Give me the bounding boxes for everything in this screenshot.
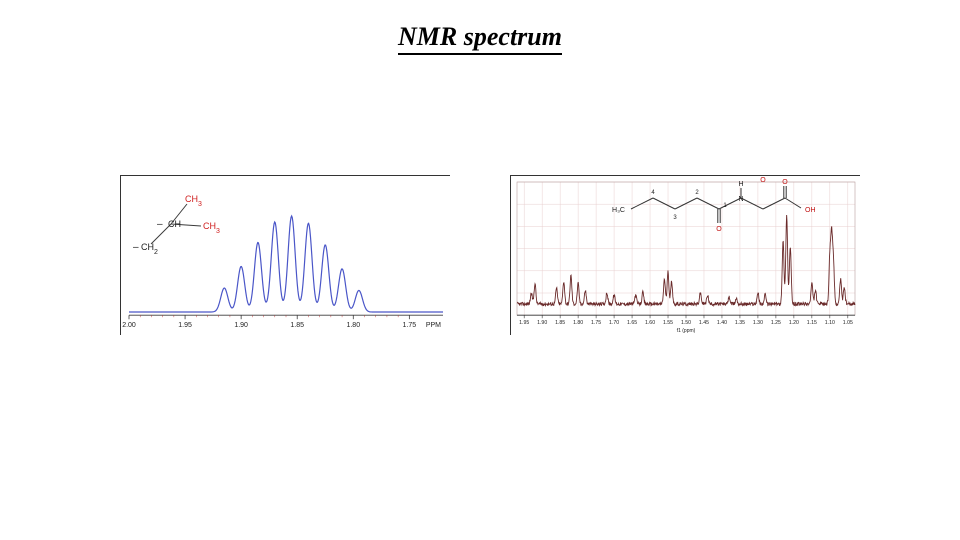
right-xtick-label: 1.30: [753, 320, 763, 326]
right-xtick-label: 1.90: [537, 320, 547, 326]
mol-OH: OH: [805, 207, 816, 214]
left-xtick-label: 1.75: [403, 322, 417, 329]
left-xtick-label: 1.80: [346, 322, 360, 329]
right-xtick-label: 1.45: [699, 320, 709, 326]
right-xtick-label: 1.55: [663, 320, 673, 326]
right-xtick-label: 1.40: [717, 320, 727, 326]
svg-text:–: –: [133, 242, 139, 253]
left-xtick-label: 1.95: [178, 322, 192, 329]
left-xtick-label: 1.85: [290, 322, 304, 329]
left-xtick-label: 1.90: [234, 322, 248, 329]
right-xtick-label: 1.20: [789, 320, 799, 326]
right-xtick-label: 1.50: [681, 320, 691, 326]
right-xtick-label: 1.75: [591, 320, 601, 326]
right-xtick-label: 1.05: [843, 320, 853, 326]
right-xtick-label: 1.35: [735, 320, 745, 326]
left-spectrum-panel: 2.001.951.901.851.801.75PPM–CHCH3CH3–CH2: [120, 175, 450, 335]
right-xtick-label: 1.10: [825, 320, 835, 326]
left-xtick-label: 2.00: [122, 322, 136, 329]
right-xtick-label: 1.25: [771, 320, 781, 326]
right-spectrum-panel: 1.95 1.90 1.85 1.80 1.75 1.70 1.65 1.60 1.55 1.50…: [510, 175, 860, 335]
mol-ch: CH: [168, 219, 181, 229]
mol-O-top1: O: [760, 177, 766, 184]
page-title: NMR spectrum: [0, 22, 960, 55]
left-spectrum-svg: 2.001.951.901.851.801.75PPM–CHCH3CH3–CH2: [121, 176, 451, 336]
right-xtick-label: 1.85: [555, 320, 565, 326]
right-xtick-label: 1.15: [807, 320, 817, 326]
title-text: NMR spectrum: [398, 22, 562, 55]
right-xtick-label: 1.80: [573, 320, 583, 326]
mol-O-bottom: O: [716, 226, 722, 233]
right-x-axis-label: f1 (ppm): [677, 328, 696, 334]
right-xtick-label: 1.65: [627, 320, 637, 326]
left-x-axis-unit: PPM: [426, 322, 441, 329]
svg-text:–: –: [157, 219, 163, 230]
mol-N: N: [738, 196, 743, 203]
right-xtick-label: 1.60: [645, 320, 655, 326]
right-spectrum-svg: 1.95 1.90 1.85 1.80 1.75 1.70 1.65 1.60 1.55 1.50…: [511, 176, 861, 336]
mol-h3c: H₃C: [612, 207, 625, 214]
right-xtick-label: 1.95: [519, 320, 529, 326]
mol-O-top2: O: [782, 179, 788, 186]
right-xtick-label: 1.70: [609, 320, 619, 326]
mol-NH: H: [738, 181, 743, 188]
